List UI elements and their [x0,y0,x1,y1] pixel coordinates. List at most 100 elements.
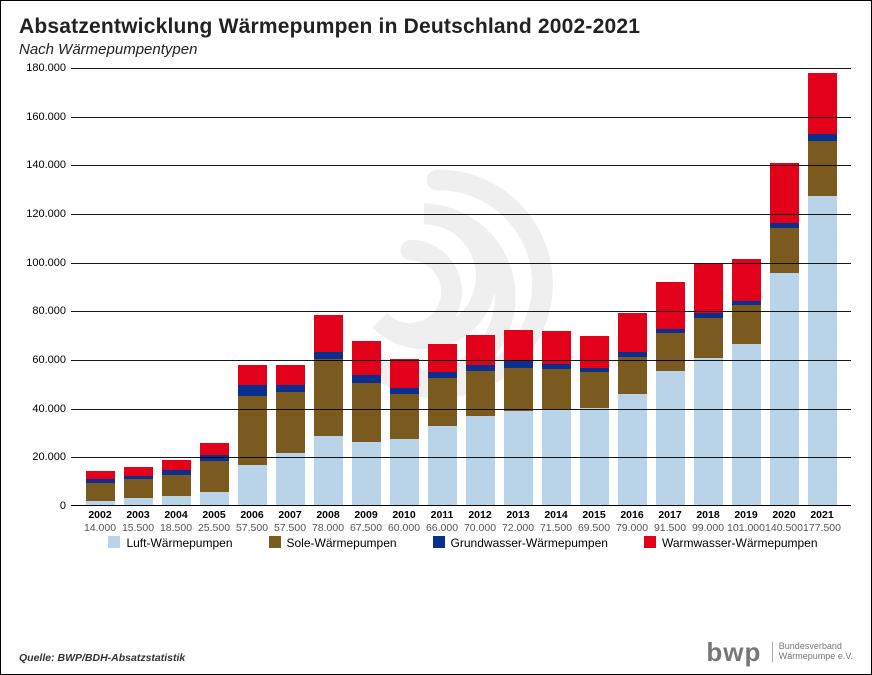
bar-segment-luft [732,344,761,505]
chart-subtitle: Nach Wärmepumpentypen [19,41,853,58]
y-tick-label: 160.000 [16,111,66,123]
bar-segment-grund [542,364,571,369]
gridline [71,165,851,166]
gridline [71,214,851,215]
bar-segment-warm [542,331,571,364]
legend: Luft-WärmepumpenSole-WärmepumpenGrundwas… [71,536,855,550]
bar-segment-grund [162,470,191,475]
source-caption: Quelle: BWP/BDH-Absatzstatistik [19,652,185,664]
bar-segment-luft [86,501,115,505]
bar-segment-warm [808,73,837,134]
y-tick-label: 80.000 [16,305,66,317]
y-tick-label: 40.000 [16,403,66,415]
bar-segment-warm [580,336,609,368]
gridline [71,360,851,361]
bar-segment-luft [580,408,609,505]
bar-segment-warm [124,467,153,476]
bar-segment-grund [124,476,153,480]
bar-segment-sole [390,394,419,439]
bar-segment-sole [200,461,229,491]
bar-segment-sole [580,372,609,407]
bar-segment-luft [276,453,305,505]
bars-container: 200214.000200315.500200418.500200525.500… [71,68,851,505]
bar-segment-luft [314,436,343,505]
bar-segment-warm [732,259,761,300]
y-tick-label: 60.000 [16,354,66,366]
bar-segment-luft [694,358,723,505]
legend-swatch [269,536,281,548]
bar-segment-sole [124,479,153,497]
gridline [71,457,851,458]
bar-segment-warm [618,313,647,352]
bar-segment-warm [276,365,305,384]
bar-segment-grund [580,368,609,373]
bar-segment-sole [352,383,381,441]
bar-segment-warm [238,365,267,384]
bar-segment-grund [694,313,723,318]
bar-segment-luft [466,416,495,505]
logo-mark: bwp [706,641,761,664]
bar-segment-grund [732,301,761,306]
bar-segment-sole [276,392,305,453]
bar-segment-warm [656,282,685,328]
legend-item: Grundwasser-Wärmepumpen [433,536,608,550]
bar-segment-luft [390,439,419,505]
gridline [71,68,851,69]
bar-segment-warm [428,344,457,372]
bar-segment-luft [124,498,153,505]
bar-segment-luft [162,496,191,505]
chart-title: Absatzentwicklung Wärmepumpen in Deutsch… [19,15,853,39]
gridline [71,117,851,118]
legend-swatch [108,536,120,548]
bar-segment-grund [314,352,343,359]
gridline [71,409,851,410]
plot-region: 200214.000200315.500200418.500200525.500… [71,68,851,506]
bar-segment-warm [86,471,115,480]
bar-segment-grund [276,385,305,392]
bar-segment-luft [770,273,799,505]
chart-card: Absatzentwicklung Wärmepumpen in Deutsch… [0,0,872,675]
bar-segment-warm [352,341,381,375]
x-tick-total: 177.500 [792,523,852,534]
y-tick-label: 120.000 [16,208,66,220]
bar-segment-grund [466,365,495,371]
bar-segment-luft [656,371,685,505]
bar-segment-sole [162,475,191,497]
bar-segment-sole [770,228,799,273]
legend-item: Luft-Wärmepumpen [108,536,232,550]
bar-segment-grund [770,223,799,228]
bar-segment-luft [200,492,229,505]
bar-segment-sole [428,378,457,425]
x-tick-year: 2021 [797,510,847,521]
bar-segment-sole [504,368,533,412]
bar-segment-luft [618,394,647,505]
bar-segment-luft [428,426,457,505]
bar-segment-sole [808,141,837,196]
legend-item: Warmwasser-Wärmepumpen [644,536,818,550]
bar-segment-warm [694,264,723,313]
bar-segment-grund [618,352,647,357]
bar-segment-grund [86,479,115,483]
bar-segment-grund [238,385,267,396]
logo-text: Bundesverband Wärmepumpe e.V. [772,642,853,662]
bar-segment-sole [238,396,267,465]
bar-segment-warm [504,330,533,362]
bar-segment-luft [238,465,267,505]
bar-segment-warm [200,443,229,455]
bar-segment-grund [390,388,419,394]
bar-segment-sole [314,359,343,436]
chart-area: 200214.000200315.500200418.500200525.500… [19,68,855,548]
bar-segment-sole [656,333,685,371]
bar-segment-warm [314,315,343,352]
bar-segment-luft [352,442,381,505]
bar-segment-sole [694,318,723,358]
bar-segment-grund [656,329,685,334]
bar-segment-luft [808,196,837,505]
gridline [71,311,851,312]
legend-swatch [644,536,656,548]
brand-logo: bwp Bundesverband Wärmepumpe e.V. [706,641,853,664]
y-tick-label: 20.000 [16,451,66,463]
y-tick-label: 180.000 [16,62,66,74]
bar-segment-warm [390,359,419,388]
bar-segment-grund [428,372,457,378]
